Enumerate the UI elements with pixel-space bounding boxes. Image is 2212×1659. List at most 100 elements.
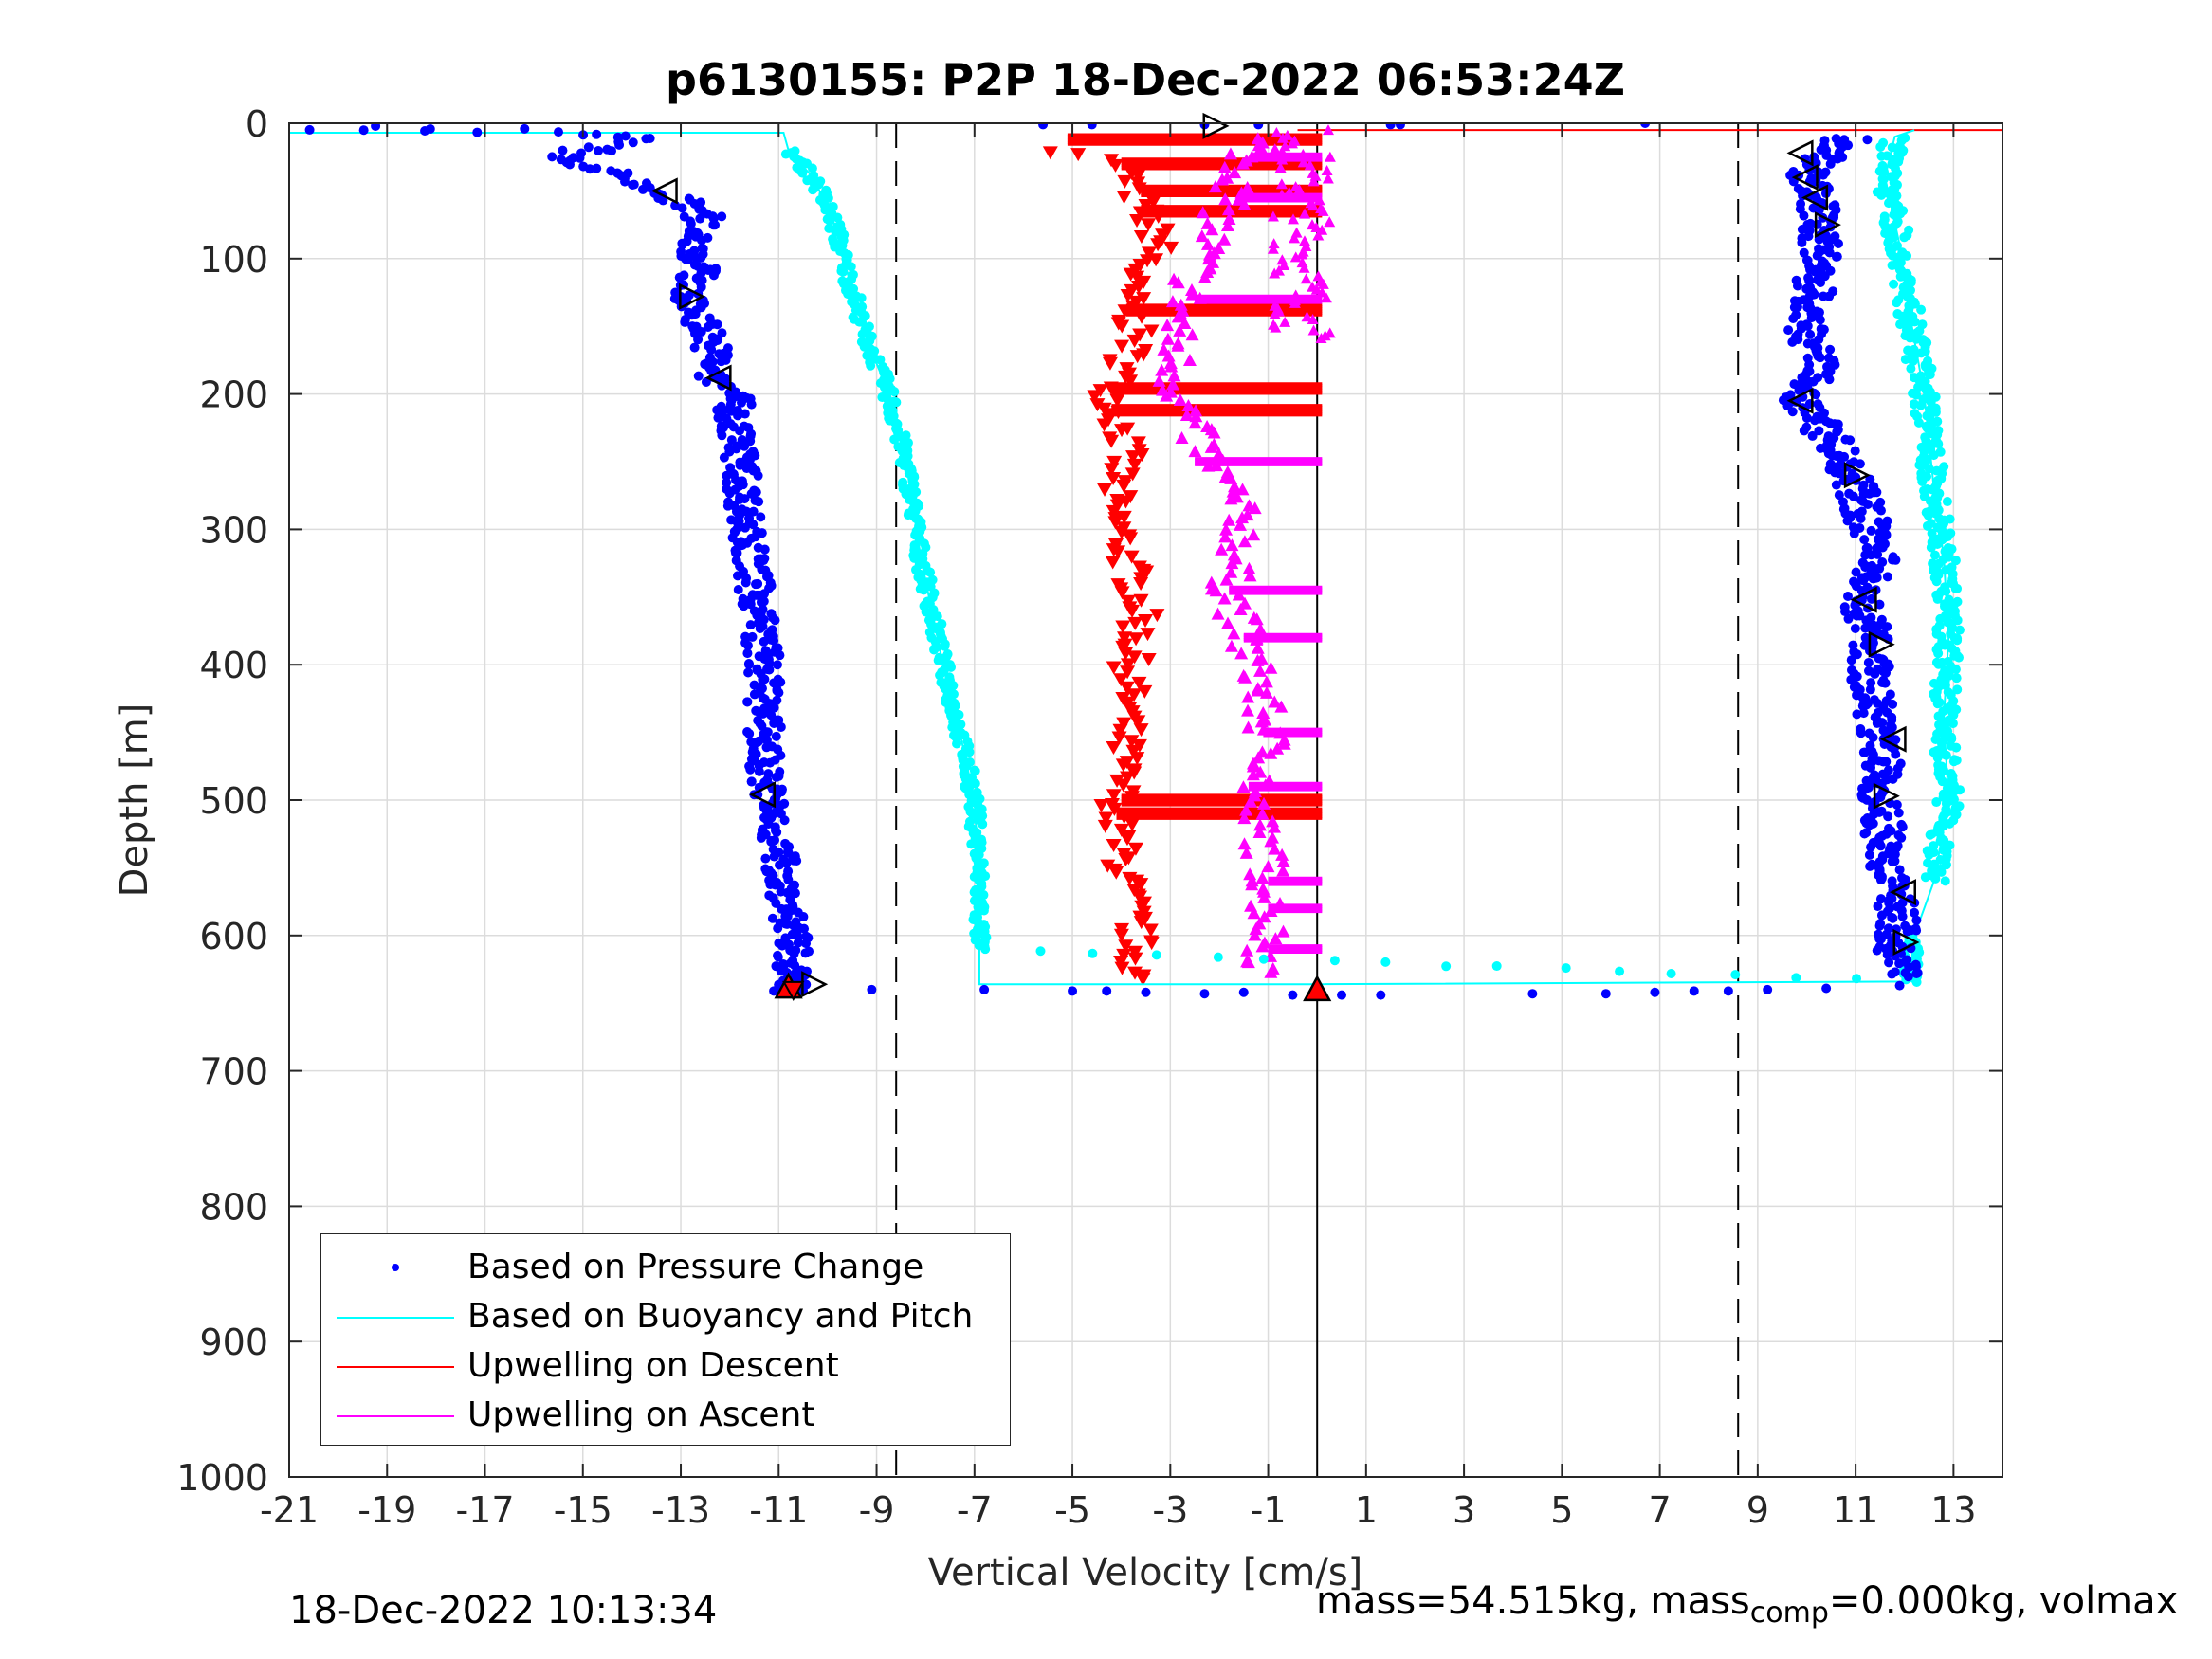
pressure-point	[1855, 522, 1865, 533]
buoyancy-point	[1882, 151, 1892, 161]
pressure-point	[772, 827, 782, 837]
ascent-marker	[1269, 308, 1281, 319]
buoyancy-point	[919, 585, 929, 595]
pressure-point	[1877, 557, 1888, 568]
pressure-point	[1849, 457, 1859, 467]
buoyancy-point	[1151, 950, 1161, 960]
buoyancy-point	[797, 168, 808, 178]
buoyancy-point	[1909, 344, 1919, 355]
legend-dot-icon	[392, 1264, 399, 1271]
buoyancy-point	[1258, 954, 1269, 964]
ascent-marker	[1234, 602, 1248, 615]
pressure-point	[1783, 325, 1794, 336]
ascent-marker	[1255, 939, 1270, 953]
pressure-point	[742, 640, 753, 650]
ascent-marker	[1182, 353, 1197, 366]
pressure-point	[742, 697, 753, 707]
pressure-point	[756, 597, 766, 608]
ascent-marker	[1307, 200, 1319, 211]
buoyancy-point	[1944, 594, 1954, 605]
ascent-marker	[1297, 156, 1309, 168]
y-tick-label: 600	[199, 916, 268, 957]
pressure-point	[1825, 344, 1836, 355]
buoyancy-point	[1935, 447, 1946, 457]
red-down-marker	[782, 980, 805, 1001]
pressure-point	[607, 146, 617, 156]
pressure-point	[719, 452, 729, 463]
legend-label: Based on Buoyancy and Pitch	[467, 1297, 974, 1336]
pressure-point	[695, 213, 705, 224]
pressure-point	[801, 931, 812, 941]
ascent-marker	[1307, 324, 1320, 336]
ascent-marker	[1257, 890, 1271, 903]
legend-label: Based on Pressure Change	[467, 1248, 924, 1286]
descent-marker	[1106, 471, 1122, 485]
pressure-point	[1864, 849, 1874, 860]
ascent-marker	[1179, 409, 1194, 422]
ascent-marker	[1221, 203, 1235, 216]
descent-marker	[1100, 859, 1116, 873]
descent-marker	[1114, 319, 1130, 334]
pressure-point	[770, 755, 780, 765]
pressure-point	[583, 142, 594, 153]
buoyancy-point	[1933, 426, 1944, 436]
pressure-point	[761, 742, 772, 753]
x-tick-label: 13	[1930, 1489, 1976, 1531]
pressure-point	[1796, 320, 1806, 331]
buoyancy-point	[933, 655, 943, 665]
ascent-marker	[1237, 197, 1252, 210]
pressure-point	[1799, 247, 1809, 258]
descent-marker	[1110, 545, 1126, 559]
pressure-point	[1885, 689, 1895, 700]
buoyancy-point	[1915, 371, 1926, 381]
descent-marker	[1123, 374, 1139, 389]
y-tick-label: 300	[199, 509, 268, 551]
pressure-point	[1884, 957, 1894, 968]
ascent-marker	[1252, 826, 1267, 839]
ascent-marker	[1257, 796, 1271, 810]
buoyancy-point	[807, 163, 817, 173]
pressure-point	[1892, 841, 1903, 851]
footer-timestamp: 18-Dec-2022 10:13:34	[289, 1589, 718, 1632]
pressure-point	[1875, 497, 1886, 507]
descent-marker	[1133, 593, 1149, 608]
buoyancy-point	[808, 185, 818, 195]
pressure-point	[773, 950, 783, 960]
ascent-marker	[1224, 565, 1238, 578]
y-tick-label: 700	[199, 1051, 268, 1093]
ascent-marker	[1249, 922, 1263, 936]
pressure-point	[1038, 123, 1049, 130]
y-tick-label: 500	[199, 780, 268, 822]
pressure-point	[1859, 815, 1870, 826]
pressure-point	[708, 220, 719, 230]
y-axis-label: Depth [m]	[113, 703, 156, 898]
buoyancy-point	[935, 670, 945, 681]
pressure-point	[1866, 678, 1876, 688]
x-tick-label: 9	[1746, 1489, 1769, 1531]
ascent-marker	[1276, 145, 1289, 156]
pressure-point	[1897, 873, 1908, 884]
buoyancy-point	[1939, 462, 1949, 472]
pressure-point	[1376, 990, 1386, 1000]
descent-marker	[1114, 424, 1130, 438]
pressure-point	[1862, 582, 1873, 592]
ascent-marker	[1181, 399, 1196, 412]
ascent-marker	[1321, 164, 1333, 175]
pressure-point	[717, 430, 727, 441]
descent-marker	[1130, 169, 1146, 183]
pressure-point	[706, 344, 717, 355]
x-tick-label: -3	[1152, 1489, 1188, 1531]
pressure-point	[775, 860, 785, 870]
pressure-point	[1823, 431, 1834, 442]
descent-marker	[1116, 479, 1132, 493]
pressure-point	[1796, 198, 1806, 209]
buoyancy-point	[1932, 416, 1943, 427]
buoyancy-point	[1791, 973, 1801, 983]
pressure-point	[1882, 572, 1892, 582]
pressure-point	[1883, 923, 1893, 934]
pressure-point	[754, 759, 764, 770]
descent-marker	[1106, 661, 1122, 675]
y-tick-label: 400	[199, 645, 268, 686]
ascent-marker	[1196, 206, 1210, 219]
ascent-marker	[1251, 653, 1265, 666]
